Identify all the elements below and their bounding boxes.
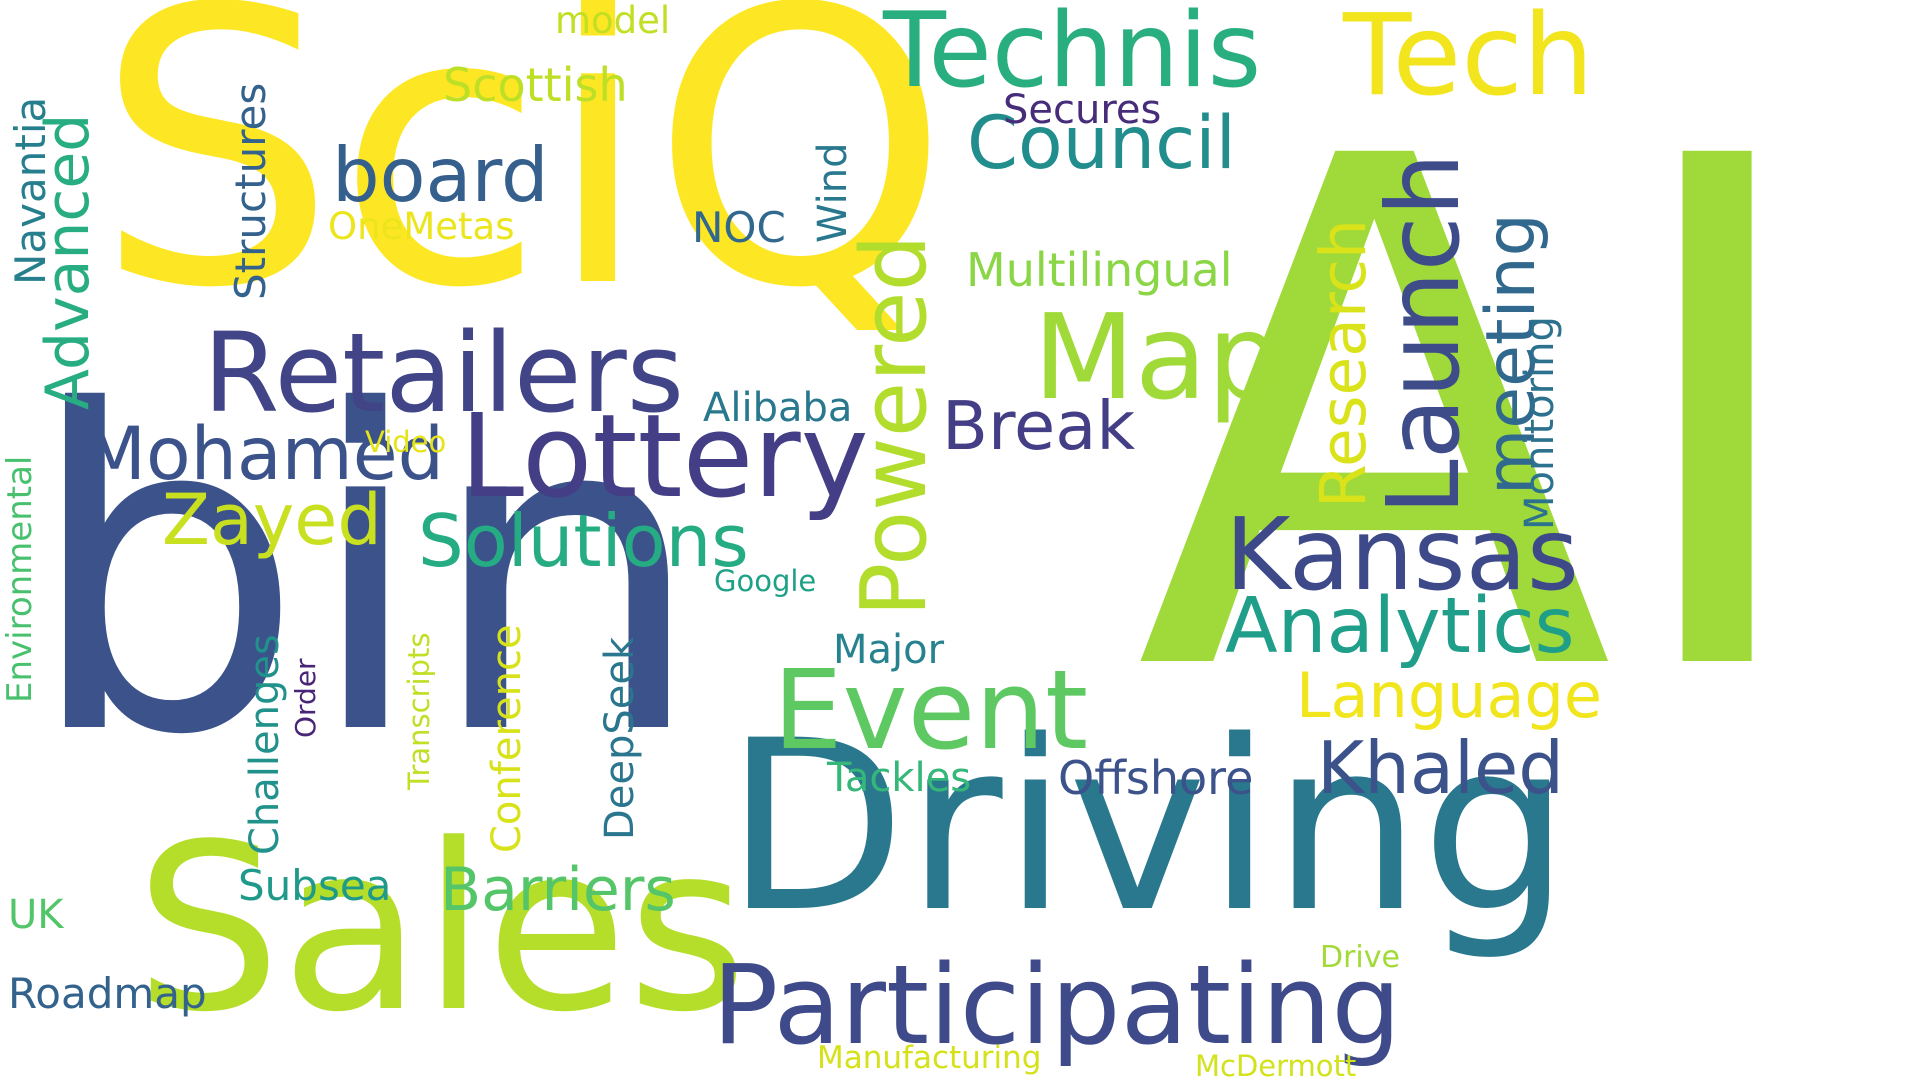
- word-council: Council: [967, 101, 1236, 186]
- word-driving: Driving: [725, 691, 1571, 964]
- word-map: Map: [1033, 288, 1283, 426]
- word-participating: Participating: [712, 941, 1402, 1069]
- word-manufacturing: Manufacturing: [817, 1040, 1042, 1076]
- word-model: model: [555, 0, 671, 42]
- word-technis: Technis: [883, 0, 1262, 111]
- word-secures: Secures: [1003, 87, 1162, 133]
- word-google: Google: [714, 564, 817, 598]
- word-tech: Tech: [1343, 0, 1594, 121]
- word-mcdermott: McDermott: [1195, 1049, 1357, 1080]
- word-uk: UK: [8, 892, 64, 938]
- word-analytics: Analytics: [1225, 582, 1575, 671]
- word-board: board: [332, 131, 549, 219]
- word-environmental: Environmental: [0, 455, 40, 703]
- word-video: Video: [365, 425, 447, 459]
- word-research: Research: [1307, 219, 1380, 508]
- word-zayed: Zayed: [162, 479, 382, 561]
- word-roadmap: Roadmap: [8, 969, 207, 1018]
- word-break: Break: [942, 387, 1136, 465]
- word-solutions: Solutions: [418, 499, 749, 583]
- word-barriers: Barriers: [440, 855, 676, 925]
- word-event: Event: [773, 646, 1089, 774]
- word-onemetas: OneMetas: [328, 205, 515, 248]
- word-bin: bin: [25, 319, 706, 831]
- word-retailers: Retailers: [203, 309, 685, 437]
- word-order: Order: [289, 658, 322, 738]
- word-structures: Structures: [226, 82, 275, 300]
- word-noc: NOC: [692, 203, 786, 252]
- word-multilingual: Multilingual: [966, 243, 1233, 297]
- word-offshore: Offshore: [1058, 751, 1254, 805]
- word-kansas: Kansas: [1225, 496, 1579, 613]
- word-sales: Sales: [135, 796, 748, 1063]
- word-powered: Powered: [842, 234, 947, 617]
- word-drive: Drive: [1320, 940, 1400, 975]
- word-alibaba: Alibaba: [703, 385, 853, 431]
- word-scottish: Scottish: [443, 58, 628, 112]
- word-conference: Conference: [484, 624, 530, 853]
- word-sciq: SciQ: [95, 0, 950, 371]
- word-major: Major: [833, 627, 945, 673]
- word-khaled: Khaled: [1317, 726, 1564, 810]
- word-monitoring: Monitoring: [1517, 316, 1563, 530]
- word-navantia: Navantia: [6, 96, 55, 285]
- word-challenges: Challenges: [242, 634, 288, 855]
- word-deepseek: DeepSeek: [597, 636, 643, 840]
- word-mohamed: Mohamed: [83, 412, 445, 497]
- word-transcripts: Transcripts: [402, 632, 436, 790]
- word-tackles: Tackles: [827, 755, 972, 801]
- word-subsea: Subsea: [238, 861, 392, 910]
- word-ai: AI: [1135, 12, 1821, 827]
- word-language: Language: [1296, 659, 1602, 732]
- word-launch: Launch: [1365, 152, 1482, 515]
- word-lottery: Lottery: [460, 390, 869, 524]
- word-wind: Wind: [810, 142, 856, 243]
